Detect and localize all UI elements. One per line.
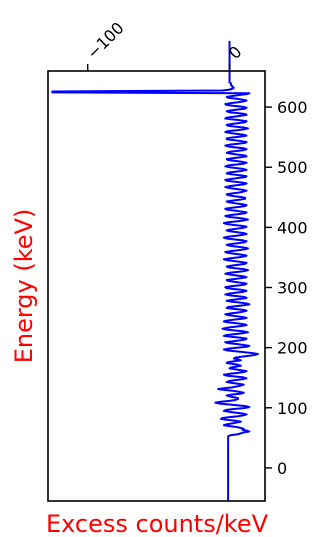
x-axis-ticks: −100 0 [83, 18, 246, 71]
x-axis-label: Excess counts/keV [46, 510, 269, 537]
y-axis-label: Energy (keV) [10, 209, 38, 364]
y-tick-label: 500 [277, 158, 308, 177]
x-tick-label: −100 [83, 18, 128, 63]
plot-frame [47, 70, 266, 502]
y-tick-label: 200 [277, 339, 308, 358]
series-line-0 [51, 40, 259, 502]
y-tick-label: 400 [277, 218, 308, 237]
y-tick-label: 600 [277, 98, 308, 117]
x-tick-label: 0 [225, 42, 246, 63]
y-tick-label: 100 [277, 399, 308, 418]
plot-area [47, 40, 266, 502]
y-axis-ticks: 0 100 200 300 400 500 600 [265, 98, 308, 478]
y-tick-label: 0 [277, 459, 287, 478]
y-tick-label: 300 [277, 279, 308, 298]
